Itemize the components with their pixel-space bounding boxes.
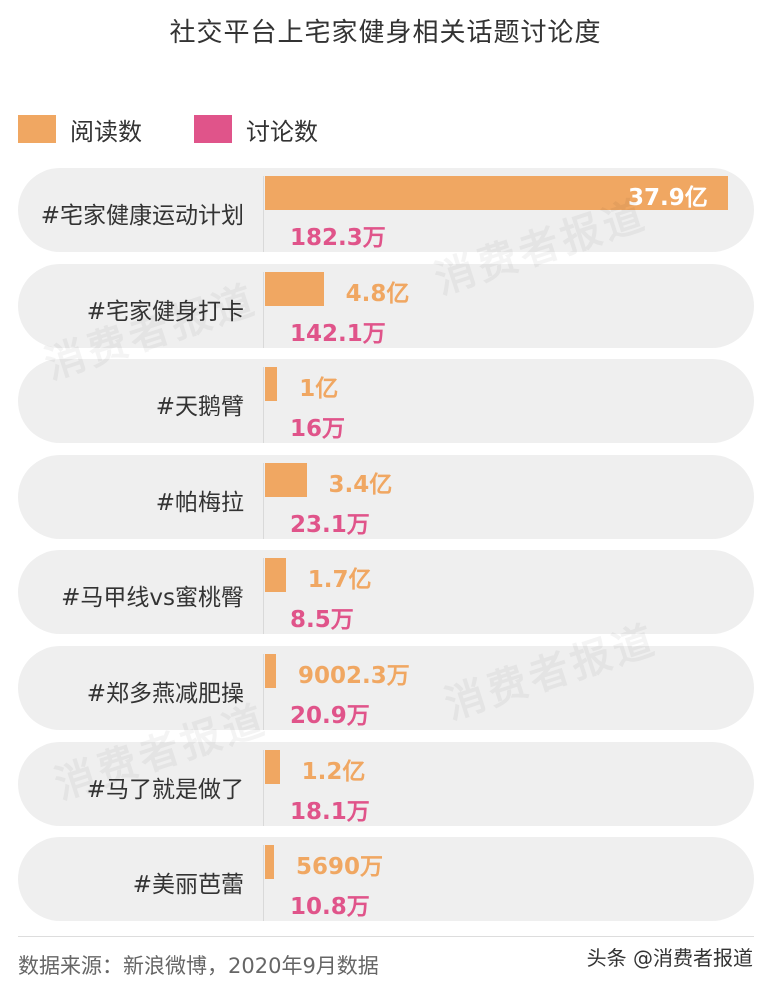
- bar-reads: [265, 176, 728, 210]
- category-label: #宅家健康运动计划: [40, 203, 244, 229]
- data-label-discussions: 8.5万: [290, 607, 354, 634]
- data-label-reads: 3.4亿: [328, 471, 393, 498]
- legend-item-discussions: 讨论数: [194, 112, 318, 147]
- legend-label-reads: 阅读数: [70, 117, 142, 146]
- legend-swatch-reads: [18, 115, 56, 143]
- legend-swatch-discussions: [194, 115, 232, 143]
- data-label-discussions: 182.3万: [290, 225, 386, 251]
- chart-title: 社交平台上宅家健身相关话题讨论度: [169, 18, 602, 48]
- category-label: #美丽芭蕾: [132, 872, 244, 899]
- row-background: [18, 263, 754, 348]
- legend-label-discussions: 讨论数: [246, 117, 318, 146]
- bar-reads: [265, 749, 280, 784]
- row-axis-line: [263, 558, 264, 635]
- row-background: [18, 359, 754, 444]
- data-label-discussions: 23.1万: [290, 511, 370, 538]
- data-label-reads: 1.7亿: [307, 567, 372, 594]
- row-axis-line: [263, 749, 264, 826]
- data-label-reads: 1亿: [299, 376, 339, 403]
- row-background: [18, 837, 754, 922]
- bar-reads: [265, 654, 276, 688]
- bar-reads: [265, 462, 307, 497]
- row-axis-line: [263, 367, 264, 444]
- category-label: #帕梅拉: [155, 489, 244, 516]
- row-axis-line: [263, 845, 264, 922]
- row-background: [18, 550, 754, 635]
- row-axis-line: [263, 654, 264, 730]
- source-note: 数据来源：新浪微博，2020年9月数据: [18, 954, 379, 978]
- category-label: #马了就是做了: [86, 776, 244, 803]
- data-label-reads: 9002.3万: [297, 663, 410, 689]
- data-label-discussions: 10.8万: [290, 894, 370, 921]
- legend: 阅读数 讨论数: [18, 112, 370, 146]
- row-background: [18, 454, 754, 539]
- data-label-discussions: 20.9万: [290, 703, 370, 729]
- row-axis-line: [263, 462, 264, 539]
- row-axis-line: [263, 176, 264, 252]
- data-label-reads: 5690万: [296, 854, 384, 881]
- row-background: [18, 646, 754, 730]
- row-axis-line: [263, 271, 264, 348]
- data-label-reads: 4.8亿: [345, 280, 410, 307]
- category-label: #天鹅臂: [155, 394, 244, 421]
- category-label: #宅家健身打卡: [86, 298, 244, 325]
- data-label-discussions: 18.1万: [290, 798, 370, 825]
- data-label-reads: 1.2亿: [301, 758, 366, 785]
- legend-item-reads: 阅读数: [18, 112, 142, 147]
- row-background: [18, 741, 754, 826]
- category-label: #马甲线vs蜜桃臀: [61, 585, 244, 612]
- data-label-reads: 37.9亿: [628, 185, 708, 211]
- bar-reads: [265, 367, 278, 402]
- footer-divider: [18, 936, 754, 937]
- category-label: #郑多燕减肥操: [86, 681, 244, 707]
- data-label-discussions: 142.1万: [290, 320, 386, 347]
- bar-reads: [265, 845, 274, 880]
- bar-reads: [265, 558, 286, 593]
- data-label-discussions: 16万: [290, 416, 346, 443]
- credit-label: 头条 @消费者报道: [586, 946, 753, 970]
- bar-reads: [265, 271, 324, 306]
